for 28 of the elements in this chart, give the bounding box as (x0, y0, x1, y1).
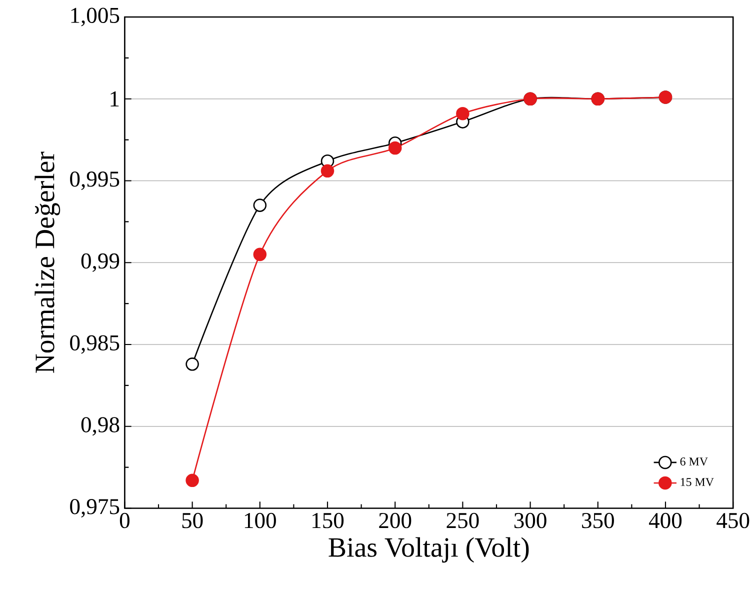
x-tick-label: 50 (182, 512, 203, 528)
y-tick-label: 0,985 (70, 335, 120, 354)
x-tick-label: 250 (446, 512, 479, 528)
point (186, 474, 199, 488)
x-tick-label: 0 (120, 512, 130, 528)
legend-label: 6 MV (680, 458, 708, 466)
point (186, 358, 199, 371)
x-tick-label: 300 (514, 512, 546, 528)
y-axis-title: Normalize Değerler (34, 152, 60, 373)
y-tick-label: 0,995 (70, 172, 120, 190)
x-tick-label: 200 (379, 512, 412, 528)
y-tick-label: 0,99 (81, 253, 120, 272)
x-tick-label: 100 (244, 512, 276, 528)
x-axis-title: Bias Voltajı (Volt) (328, 537, 529, 563)
point (253, 198, 267, 212)
point (320, 164, 334, 178)
point (456, 107, 470, 120)
x-tick-label: 400 (648, 512, 682, 528)
legend-label: 15 MV (680, 478, 714, 486)
x-tick-label: 450 (716, 512, 750, 528)
y-tick-label: 1 (110, 91, 119, 106)
y-tick-label: 0,98 (81, 417, 120, 436)
x-tick-label: 350 (582, 512, 614, 528)
point (253, 248, 267, 262)
point (388, 141, 402, 155)
x-tick-label: 150 (312, 512, 344, 528)
y-tick-label: 1,005 (71, 8, 120, 26)
y-tick-label: 0,975 (70, 499, 120, 518)
